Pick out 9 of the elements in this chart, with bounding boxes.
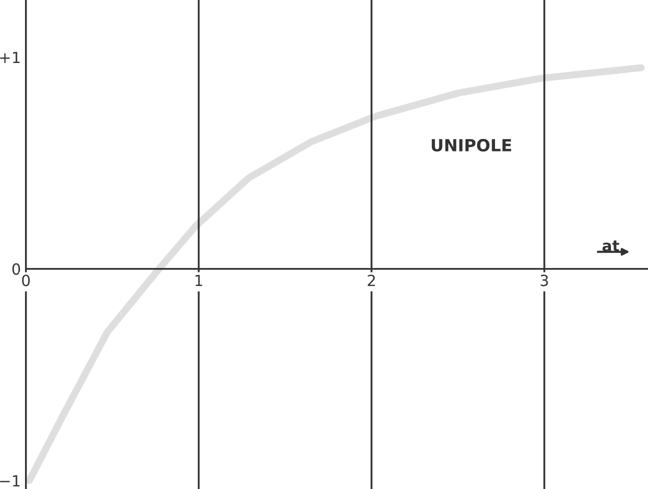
x-tick-label: 2	[368, 274, 375, 286]
y-tick-label: 0	[12, 263, 20, 275]
y-tick-label: +1	[0, 52, 20, 63]
annotation: UNIPOLE	[432, 138, 512, 152]
x-tick-label: 1	[196, 274, 202, 286]
y-tick-label: −1	[0, 475, 20, 486]
x-tick-label: 0	[22, 274, 30, 286]
x-axis-title: at	[602, 240, 620, 252]
x-tick-label: 3	[540, 274, 548, 286]
